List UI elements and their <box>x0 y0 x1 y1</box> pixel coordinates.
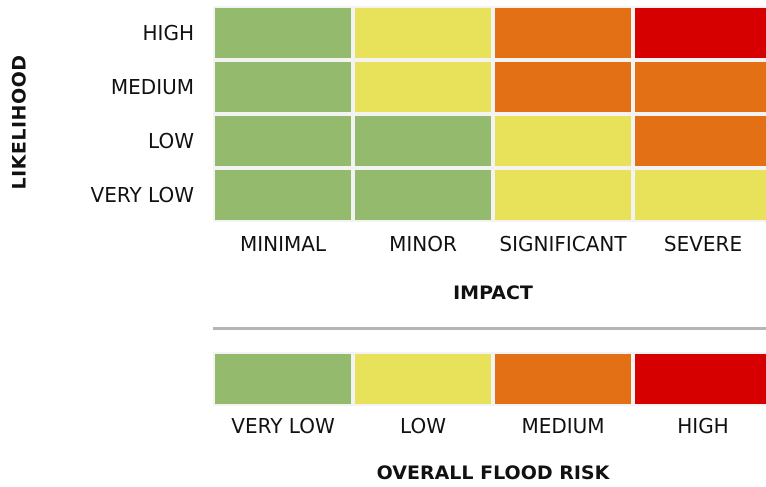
matrix-cell-low-minor <box>353 114 493 168</box>
col-label-minor: MINOR <box>389 232 457 256</box>
matrix-cell-very-low-significant <box>493 168 633 222</box>
legend-label-medium: MEDIUM <box>521 414 605 438</box>
matrix-cell-medium-minimal <box>213 60 353 114</box>
impact-axis-title: IMPACT <box>453 282 533 304</box>
col-label-severe: SEVERE <box>663 232 743 256</box>
legend-label-low: LOW <box>400 414 446 438</box>
matrix-cell-low-minimal <box>213 114 353 168</box>
legend-swatch-medium <box>493 352 633 406</box>
matrix-cell-high-minor <box>353 6 493 60</box>
legend-label-very-low: VERY LOW <box>231 414 335 438</box>
matrix-cell-high-significant <box>493 6 633 60</box>
matrix-cell-low-severe <box>633 114 766 168</box>
matrix-cell-very-low-minimal <box>213 168 353 222</box>
matrix-cell-low-significant <box>493 114 633 168</box>
likelihood-title-text: LIKELIHOOD <box>9 54 31 190</box>
legend-swatch-very-low <box>213 352 353 406</box>
row-label-very-low: VERY LOW <box>90 183 194 207</box>
matrix-cell-medium-severe <box>633 60 766 114</box>
matrix-cell-high-severe <box>633 6 766 60</box>
overall-risk-title: OVERALL FLOOD RISK <box>376 462 610 484</box>
matrix-cell-medium-significant <box>493 60 633 114</box>
matrix-cell-medium-minor <box>353 60 493 114</box>
matrix-cell-very-low-severe <box>633 168 766 222</box>
overall-risk-legend <box>213 352 766 406</box>
legend-label-high: HIGH <box>677 414 729 438</box>
col-label-significant: SIGNIFICANT <box>499 232 627 256</box>
legend-swatch-low <box>353 352 493 406</box>
section-divider <box>213 327 766 330</box>
row-label-low: LOW <box>148 129 194 153</box>
legend-swatch-high <box>633 352 766 406</box>
row-label-medium: MEDIUM <box>110 75 194 99</box>
matrix-cell-very-low-minor <box>353 168 493 222</box>
row-label-high: HIGH <box>142 21 194 45</box>
col-label-minimal: MINIMAL <box>239 232 327 256</box>
risk-matrix <box>213 6 766 224</box>
matrix-cell-high-minimal <box>213 6 353 60</box>
likelihood-axis-title: LIKELIHOOD <box>0 52 40 192</box>
